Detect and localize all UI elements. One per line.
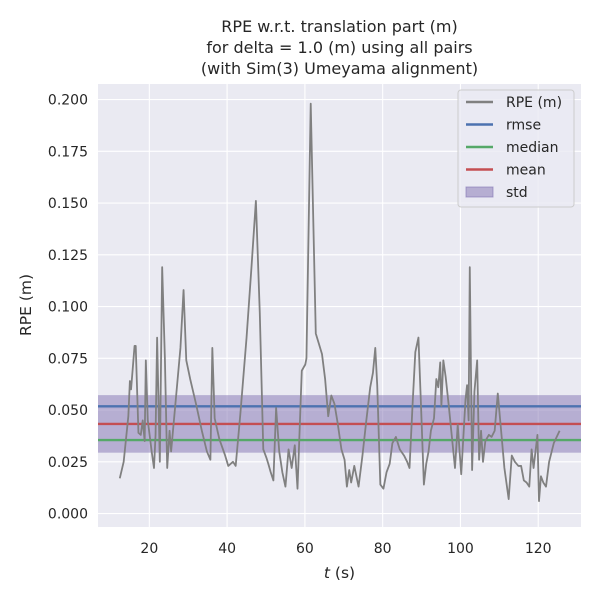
- y-tick-label: 0.175: [48, 144, 88, 160]
- x-tick-label: 40: [218, 541, 236, 557]
- y-tick-label: 0.150: [48, 196, 88, 212]
- legend-frame: [457, 89, 575, 208]
- legend-label-rmse: rmse: [506, 118, 541, 134]
- legend-label-std: std: [506, 185, 528, 201]
- x-axis-label-var: t: [324, 564, 331, 582]
- x-axis-label: t (s): [324, 564, 355, 582]
- x-tick-label: 20: [140, 541, 158, 557]
- legend-swatch-std: [465, 186, 494, 198]
- y-tick-label: 0.200: [48, 93, 88, 109]
- y-tick-label: 0.000: [48, 507, 88, 523]
- legend: RPE (m) rmse median mean std: [457, 89, 575, 208]
- chart-title: RPE w.r.t. translation part (m) for delt…: [201, 17, 478, 78]
- series-layer: [118, 102, 561, 503]
- y-tick-label: 0.025: [48, 455, 88, 471]
- title-line-3: (with Sim(3) Umeyama alignment): [201, 59, 478, 78]
- x-tick-label: 120: [525, 541, 552, 557]
- x-tick-labels: 20 40 60 80 100 120: [140, 541, 551, 557]
- x-tick-label: 80: [374, 541, 392, 557]
- y-tick-label: 0.075: [48, 351, 88, 367]
- y-tick-label: 0.125: [48, 248, 88, 264]
- x-tick-label: 60: [296, 541, 314, 557]
- rpe-series-line: [118, 102, 561, 503]
- y-axis-label: RPE (m): [17, 274, 35, 336]
- x-axis-label-unit: (s): [330, 564, 355, 582]
- y-tick-labels: 0.000 0.025 0.050 0.075 0.100 0.125 0.150 0.175…: [48, 93, 88, 523]
- legend-label-mean: mean: [506, 163, 546, 179]
- legend-label-rpe: RPE (m): [506, 95, 562, 111]
- title-line-2: for delta = 1.0 (m) using all pairs: [206, 38, 472, 57]
- title-line-1: RPE w.r.t. translation part (m): [221, 17, 457, 36]
- legend-label-median: median: [506, 140, 558, 156]
- x-tick-label: 100: [447, 541, 474, 557]
- y-tick-label: 0.050: [48, 403, 88, 419]
- y-tick-label: 0.100: [48, 300, 88, 316]
